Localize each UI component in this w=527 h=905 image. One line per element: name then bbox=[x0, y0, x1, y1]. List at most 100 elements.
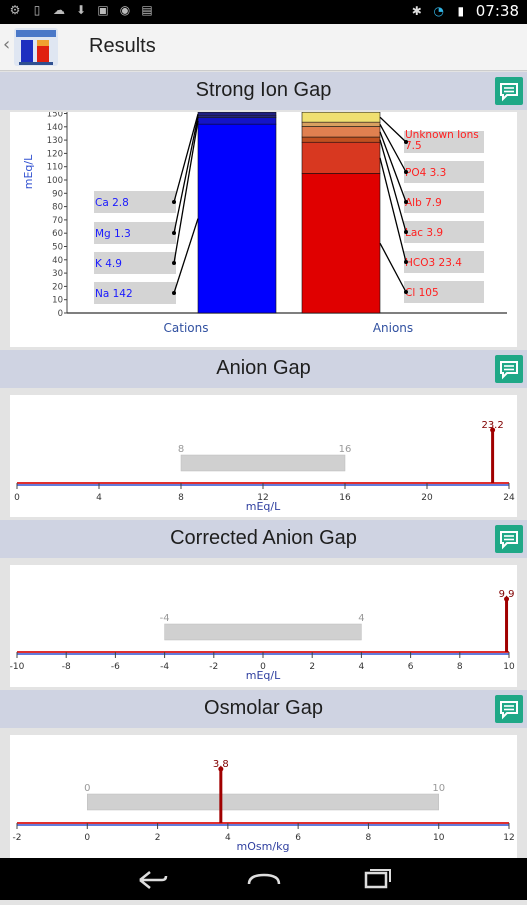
value-marker-dot bbox=[504, 596, 510, 602]
x-tick-label: 12 bbox=[503, 833, 514, 843]
anion-bar-segment bbox=[301, 121, 381, 127]
y-tick-label: 110 bbox=[47, 163, 63, 173]
game-icon: ◉ bbox=[119, 3, 131, 17]
cloud-icon: ☁ bbox=[53, 3, 65, 17]
y-tick-label: 0 bbox=[58, 309, 63, 319]
corrected-anion-gap-info-button[interactable] bbox=[495, 525, 523, 553]
download-icon: ⬇ bbox=[75, 3, 87, 17]
value-marker-dot bbox=[218, 766, 224, 772]
strong-ion-gap-header: Strong Ion Gap bbox=[0, 72, 527, 110]
y-tick-label: 70 bbox=[52, 216, 63, 226]
sd-card-icon: ▯ bbox=[33, 3, 41, 17]
anion-label-box bbox=[404, 221, 484, 243]
anion-leader-dot bbox=[404, 200, 408, 204]
anion-leader-line bbox=[379, 242, 407, 293]
strong-ion-gap-info-button[interactable] bbox=[495, 77, 523, 105]
anion-leader-dot bbox=[404, 140, 408, 144]
value-marker-dot bbox=[490, 427, 496, 433]
cation-leader-line bbox=[173, 218, 199, 294]
comment-icon bbox=[500, 83, 518, 102]
cation-label-box bbox=[94, 282, 176, 304]
back-chevron-icon[interactable]: ‹ bbox=[3, 34, 11, 55]
strong-ion-gap-chart: mEq/L 0 10 20 30 40 50 60 70 80 90 100 110 120 130 140 1… bbox=[22, 110, 507, 335]
corrected-anion-gap-chart-panel: -4 4 -10 -8 -6 -4 -2 0 2 4 6 8 10 mEq/L 9.9 bbox=[10, 565, 517, 687]
back-button[interactable] bbox=[139, 871, 168, 889]
home-icon bbox=[247, 873, 281, 885]
y-tick-label: 30 bbox=[52, 269, 63, 279]
x-tick-label: 8 bbox=[178, 493, 184, 503]
anion-label-box bbox=[404, 281, 484, 303]
x-tick-label: 12 bbox=[257, 493, 268, 503]
section-title-strong-ion-gap: Strong Ion Gap bbox=[195, 79, 332, 101]
x-tick-label: 24 bbox=[503, 493, 515, 503]
anion-label-text: HCO3 23.4 bbox=[405, 257, 462, 269]
x-tick-label: 8 bbox=[366, 833, 372, 843]
bluetooth-icon: ✱ bbox=[411, 4, 422, 18]
status-time: 07:38 bbox=[475, 2, 519, 20]
anion-bar-segment bbox=[301, 141, 381, 174]
anion-leader-line bbox=[379, 131, 407, 203]
anion-bar-segment bbox=[301, 136, 381, 143]
anion-label-text: Alb 7.9 bbox=[405, 197, 442, 209]
recent-apps-button[interactable] bbox=[364, 869, 391, 889]
x-tick-label: 2 bbox=[155, 833, 161, 843]
cation-leader-dot bbox=[172, 231, 176, 235]
x-tick-label: -8 bbox=[62, 662, 71, 672]
x-tick-label: 20 bbox=[421, 493, 433, 503]
battery-icon: ▮ bbox=[457, 4, 465, 18]
value-label: 23.2 bbox=[481, 420, 503, 431]
anion-leader-line bbox=[379, 124, 407, 173]
anion-label-text: Cl 105 bbox=[405, 287, 439, 299]
anion-leader-dot bbox=[404, 290, 408, 294]
normal-range-bar bbox=[87, 793, 439, 811]
comment-icon bbox=[500, 701, 518, 720]
comment-icon bbox=[500, 361, 518, 380]
anion-bar-segment bbox=[301, 126, 381, 138]
normal-range-high-label: 10 bbox=[432, 783, 445, 794]
x-category-label: Anions bbox=[373, 321, 413, 335]
anion-leader-line bbox=[379, 157, 407, 263]
x-category-label: Cations bbox=[164, 321, 209, 335]
x-tick-label: 6 bbox=[408, 662, 414, 672]
x-tick-label: 2 bbox=[309, 662, 315, 672]
y-tick-label: 120 bbox=[47, 149, 63, 159]
notification-icon: ⚙ bbox=[9, 3, 21, 17]
x-tick-label: 10 bbox=[503, 662, 515, 672]
section-title-anion-gap: Anion Gap bbox=[216, 357, 311, 379]
x-tick-label: 0 bbox=[84, 833, 90, 843]
navigation-bar bbox=[0, 858, 527, 900]
anion-gap-header: Anion Gap bbox=[0, 350, 527, 388]
cation-label-box bbox=[94, 222, 176, 244]
y-tick-label: 10 bbox=[52, 296, 63, 306]
wifi-icon: ◔ bbox=[433, 4, 444, 18]
x-tick-label: -4 bbox=[160, 662, 169, 672]
cation-bar-segment bbox=[197, 123, 277, 314]
anion-leader-line bbox=[379, 116, 407, 143]
anion-gap-info-button[interactable] bbox=[495, 355, 523, 383]
x-tick-label: 8 bbox=[457, 662, 463, 672]
y-axis-label: mEq/L bbox=[22, 154, 35, 189]
anion-leader-line bbox=[379, 139, 407, 233]
app-logo-icon[interactable] bbox=[14, 28, 58, 66]
normal-range-low-label: -4 bbox=[160, 613, 170, 624]
anion-label-text: Unknown Ions bbox=[405, 129, 479, 141]
home-button[interactable] bbox=[247, 873, 281, 885]
cation-label-box bbox=[94, 252, 176, 274]
anion-label-box bbox=[404, 161, 484, 183]
normal-range-high-label: 16 bbox=[339, 444, 352, 455]
cation-label-text: Mg 1.3 bbox=[95, 228, 131, 240]
recent-apps-icon bbox=[364, 871, 388, 889]
cation-label-text: Ca 2.8 bbox=[95, 197, 129, 209]
corrected-anion-gap-chart: -4 4 -10 -8 -6 -4 -2 0 2 4 6 8 10 mEq/L 9.9 bbox=[10, 589, 515, 682]
x-axis-label: mEq/L bbox=[246, 669, 281, 682]
page-title: Results bbox=[89, 35, 156, 57]
x-tick-label: 16 bbox=[339, 493, 351, 503]
anion-label-box bbox=[404, 191, 484, 213]
comment-icon bbox=[500, 531, 518, 550]
osmolar-gap-info-button[interactable] bbox=[495, 695, 523, 723]
osmolar-gap-chart-panel: 0 10 -2 0 2 4 6 8 10 12 mOsm/kg 3.8 bbox=[10, 735, 517, 858]
x-tick-label: 10 bbox=[433, 833, 445, 843]
normal-range-bar bbox=[164, 623, 362, 641]
cation-label-text: Na 142 bbox=[95, 288, 133, 300]
status-bar: ⚙ ▯ ☁ ⬇ ▣ ◉ ▤ ✱ ◔ ▮ 07:38 bbox=[0, 0, 527, 24]
